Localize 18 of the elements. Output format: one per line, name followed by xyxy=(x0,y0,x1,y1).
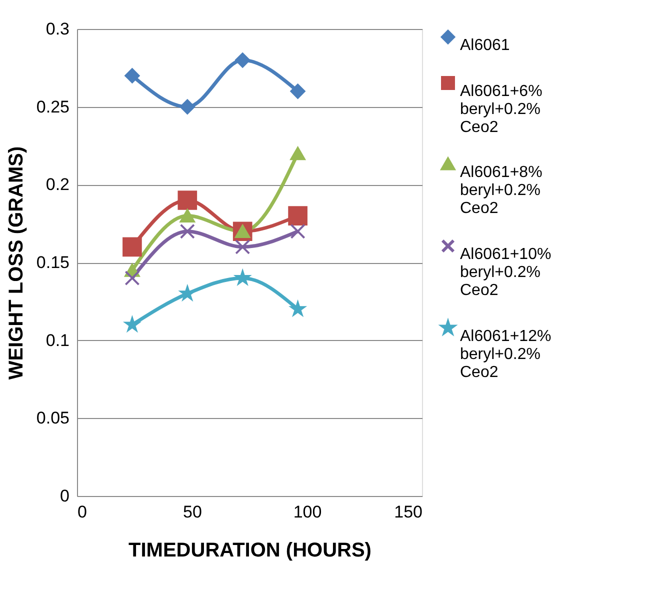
y-axis-title: WEIGHT LOSS (GRAMS) xyxy=(5,146,28,380)
legend-label: Al6061 xyxy=(460,37,510,54)
x-tick-label: 50 xyxy=(183,502,202,522)
x-tick-label: 0 xyxy=(78,502,87,522)
y-tick-label: 0.2 xyxy=(46,175,70,194)
y-tick-label: 0.1 xyxy=(46,330,70,350)
legend-label: Al6061+12%beryl+0.2%Ceo2 xyxy=(460,328,552,381)
y-tick-label: 0.15 xyxy=(36,253,70,272)
y-tick-label: 0 xyxy=(60,486,70,506)
x-tick-label: 150 xyxy=(394,502,422,522)
x-tick-label: 100 xyxy=(293,502,322,522)
legend-label: Al6061+6% beryl+0.2% Ceo2 xyxy=(460,83,542,136)
x-axis-title: TIMEDURATION (HOURS) xyxy=(128,540,372,562)
y-tick-label: 0.3 xyxy=(46,20,70,38)
legend-label: Al6061+10%beryl+0.2%Ceo2 xyxy=(460,246,552,299)
legend-label: Al6061+8% beryl+0.2% Ceo2 xyxy=(460,164,542,217)
y-tick-label: 0.25 xyxy=(36,97,70,116)
y-tick-label: 0.05 xyxy=(36,408,70,428)
